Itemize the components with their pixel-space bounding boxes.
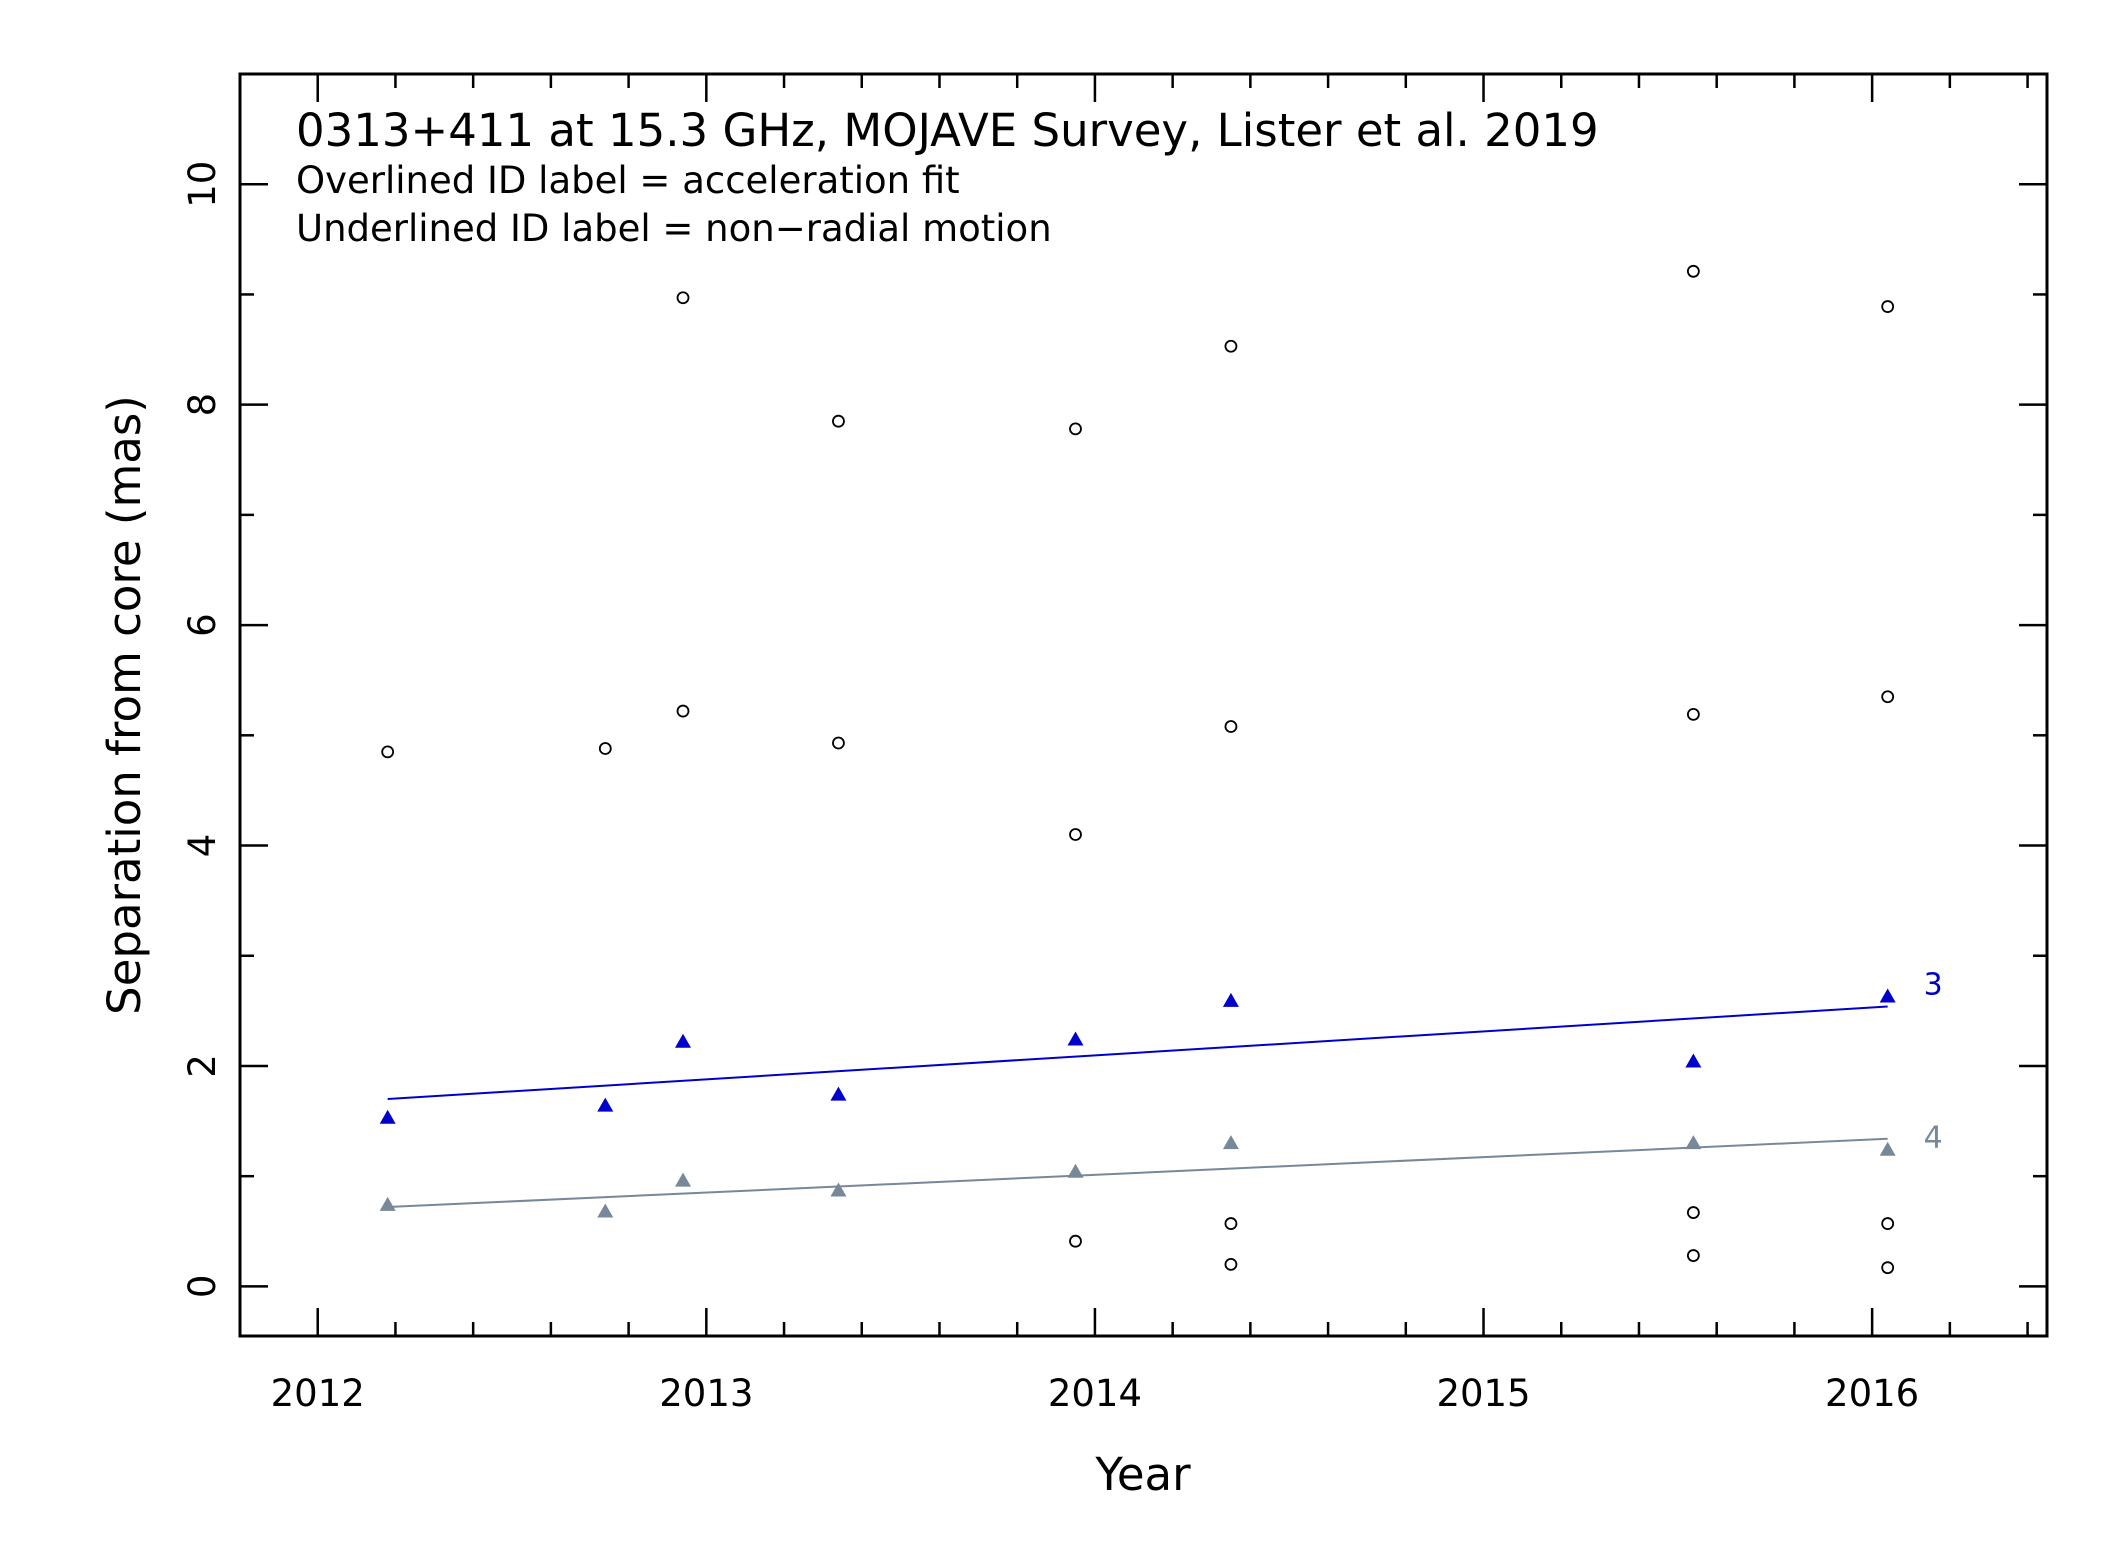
- data-point-series-3: [675, 1033, 692, 1048]
- fit-line-series-4: [387, 1137, 1888, 1209]
- fit-line-series-3: [387, 1005, 1888, 1101]
- chart-subtitle-2: Underlined ID label = non−radial motion: [296, 207, 1052, 250]
- data-point-series-4: [1222, 1135, 1239, 1150]
- x-tick-label: 2014: [1048, 1372, 1142, 1415]
- data-point-series-4: [675, 1172, 692, 1187]
- data-point-component: [1224, 720, 1238, 733]
- y-axis-title: Separation from core (mas): [98, 395, 151, 1015]
- data-point-component: [1224, 1257, 1238, 1271]
- y-tick-label: 8: [181, 393, 224, 417]
- data-point-component: [676, 704, 690, 718]
- data-point-series-4: [1685, 1135, 1702, 1150]
- x-tick-label: 2016: [1825, 1372, 1919, 1415]
- data-point-series-4: [379, 1196, 396, 1211]
- y-tick-label: 2: [181, 1054, 224, 1078]
- data-point-component: [381, 745, 395, 759]
- data-point-component: [1224, 339, 1238, 353]
- chart-title: 0313+411 at 15.3 GHz, MOJAVE Survey, Lis…: [296, 104, 1599, 157]
- data-point-component: [1069, 828, 1082, 841]
- data-points: [379, 264, 1896, 1275]
- data-point-series-3: [379, 1109, 396, 1124]
- data-point-series-3: [1685, 1053, 1702, 1068]
- data-point-component: [1881, 1261, 1895, 1275]
- data-point-component: [1686, 707, 1700, 721]
- y-tick-label: 10: [181, 161, 224, 208]
- y-tick-label: 4: [181, 834, 224, 858]
- y-tick-label: 6: [181, 613, 224, 637]
- series-label-4: 4: [1924, 1121, 1943, 1156]
- data-point-series-3: [830, 1086, 847, 1101]
- data-point-component: [1881, 300, 1895, 313]
- fit-lines: [387, 1005, 1888, 1209]
- x-tick-label: 2015: [1436, 1372, 1530, 1415]
- data-point-component: [598, 742, 612, 755]
- data-point-component: [1686, 1249, 1700, 1262]
- chart-subtitle-1: Overlined ID label = acceleration fit: [296, 159, 960, 202]
- data-point-component: [1686, 264, 1700, 278]
- y-tick-label: 0: [181, 1275, 224, 1299]
- data-point-series-3: [597, 1097, 614, 1112]
- data-point-series-3: [1067, 1031, 1084, 1046]
- data-point-series-4: [1067, 1163, 1084, 1178]
- data-point-series-4: [830, 1182, 847, 1197]
- data-point-series-4: [597, 1203, 614, 1218]
- x-tick-label: 2013: [659, 1372, 753, 1415]
- data-point-component: [832, 414, 845, 428]
- data-point-component: [1224, 1217, 1238, 1230]
- axis-ticks: [238, 72, 2047, 1336]
- data-point-component: [832, 736, 845, 750]
- data-point-component: [1686, 1206, 1700, 1219]
- data-point-component: [1069, 1234, 1082, 1248]
- data-point-series-3: [1222, 992, 1239, 1007]
- data-point-series-4: [1879, 1141, 1896, 1156]
- series-label-3: 3: [1924, 968, 1943, 1003]
- data-point-series-3: [1879, 988, 1896, 1003]
- x-tick-label: 2012: [271, 1372, 365, 1415]
- tick-labels: 2012 2013 2014 2015 2016 0 2 4 6 8 10 3 4: [181, 161, 1943, 1415]
- plot-frame: [238, 72, 2049, 1338]
- data-point-component: [1069, 422, 1082, 436]
- data-point-component: [1881, 690, 1895, 704]
- data-point-component: [676, 291, 690, 305]
- x-axis-title: Year: [1094, 1448, 1191, 1501]
- data-point-component: [1881, 1217, 1895, 1230]
